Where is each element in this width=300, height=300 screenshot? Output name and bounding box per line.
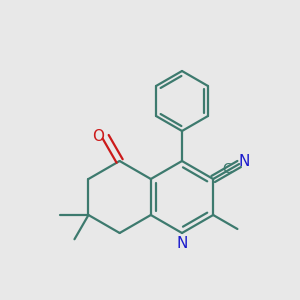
Text: N: N bbox=[238, 154, 250, 169]
Text: N: N bbox=[176, 236, 188, 250]
Text: C: C bbox=[222, 162, 232, 176]
Text: O: O bbox=[92, 129, 104, 144]
